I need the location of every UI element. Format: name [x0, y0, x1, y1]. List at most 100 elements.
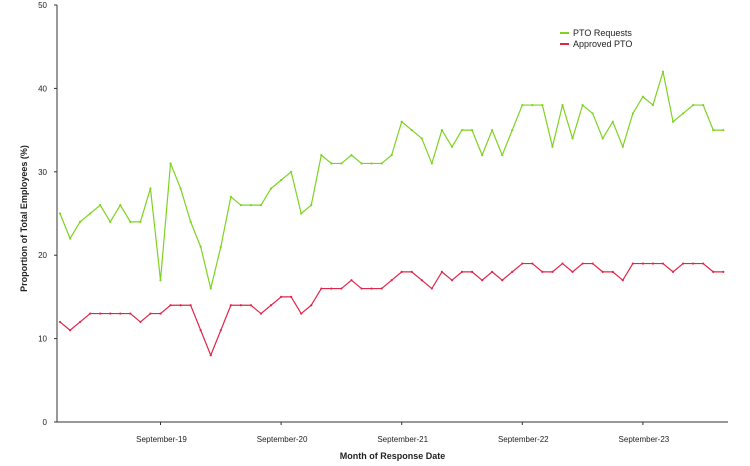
data-point	[300, 212, 303, 215]
data-point	[129, 220, 132, 223]
series-layer	[58, 70, 725, 357]
x-tick-label: September-23	[619, 435, 670, 444]
data-point	[139, 220, 142, 223]
data-point	[109, 312, 112, 315]
data-point	[280, 179, 283, 182]
data-point	[139, 320, 142, 324]
data-point	[420, 137, 423, 140]
data-point	[410, 270, 413, 273]
data-point	[189, 220, 192, 223]
x-axis: September-19 September-20 September-21 Sept…	[57, 421, 728, 444]
x-tick-label: September-20	[257, 435, 308, 444]
data-point	[259, 312, 263, 315]
data-point	[199, 329, 202, 332]
data-point	[239, 304, 242, 307]
y-axis: 0 10 20 30 40 50	[38, 1, 58, 427]
data-point	[330, 287, 333, 290]
data-point	[571, 270, 574, 273]
data-point	[631, 262, 634, 265]
data-point	[68, 329, 72, 332]
data-point	[239, 204, 242, 207]
data-point	[99, 312, 102, 315]
legend-item: Approved PTO	[560, 39, 632, 49]
data-point	[370, 287, 373, 290]
data-point	[702, 262, 705, 265]
data-point	[310, 204, 313, 207]
data-point	[280, 295, 283, 298]
data-point	[410, 129, 413, 132]
data-point	[511, 270, 514, 273]
data-point	[400, 120, 403, 123]
data-point	[209, 354, 212, 357]
data-point	[621, 145, 624, 148]
series-line	[59, 262, 724, 356]
data-point	[380, 287, 383, 290]
data-point	[601, 270, 604, 273]
data-point	[611, 120, 614, 123]
data-point	[692, 103, 695, 107]
data-point	[400, 270, 403, 273]
data-point	[541, 270, 544, 273]
data-point	[621, 279, 624, 282]
data-point	[310, 304, 313, 307]
data-point	[129, 312, 132, 315]
x-tick-label: September-21	[377, 435, 428, 444]
legend-label: PTO Requests	[573, 28, 632, 38]
data-point	[58, 212, 62, 215]
data-point	[671, 270, 675, 273]
y-tick-label: 20	[38, 251, 47, 260]
data-point	[269, 187, 273, 190]
data-point	[521, 103, 524, 107]
data-point	[159, 312, 162, 315]
y-tick-label: 40	[38, 84, 47, 93]
x-tick-label: September-19	[136, 435, 187, 444]
data-point	[722, 270, 725, 273]
data-point	[470, 270, 474, 273]
data-point	[249, 204, 253, 207]
data-point	[350, 154, 353, 157]
data-point	[551, 145, 554, 148]
data-point	[320, 287, 323, 290]
legend-item: PTO Requests	[560, 28, 632, 38]
data-point	[390, 279, 393, 282]
data-point	[229, 304, 232, 307]
series-approved-pto	[58, 262, 725, 357]
data-point	[440, 270, 443, 273]
data-point	[450, 145, 454, 148]
data-point	[712, 270, 715, 273]
data-point	[501, 279, 504, 282]
data-point	[702, 103, 705, 107]
data-point	[430, 287, 433, 290]
data-point	[531, 262, 534, 265]
data-point	[68, 237, 72, 240]
data-point	[360, 162, 363, 165]
data-point	[651, 262, 655, 265]
legend-label: Approved PTO	[573, 39, 632, 49]
data-point	[541, 103, 544, 107]
data-point	[430, 162, 433, 165]
data-point	[149, 312, 152, 315]
data-point	[119, 204, 122, 207]
data-point	[330, 162, 333, 165]
data-point	[179, 304, 182, 307]
series-pto-requests	[58, 70, 725, 290]
data-point	[380, 162, 383, 165]
data-point	[561, 103, 564, 107]
data-point	[259, 204, 263, 207]
data-point	[109, 220, 112, 223]
data-point	[350, 279, 353, 282]
data-point	[269, 304, 273, 307]
data-point	[591, 112, 594, 115]
data-point	[440, 129, 443, 132]
x-axis-title: Month of Response Date	[340, 451, 446, 461]
data-point	[460, 270, 464, 273]
data-point	[481, 279, 484, 282]
data-point	[58, 320, 62, 324]
data-point	[199, 245, 202, 248]
data-point	[460, 129, 464, 132]
data-point	[340, 162, 343, 165]
data-point	[641, 262, 645, 265]
x-tick-label: September-22	[498, 435, 549, 444]
